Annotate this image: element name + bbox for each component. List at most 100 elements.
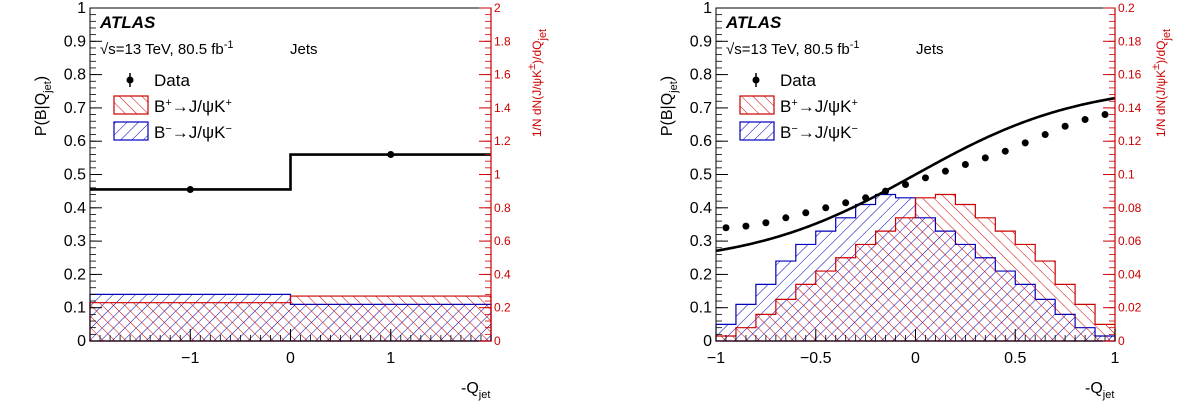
y2-tick-label: 0.04 [1118, 267, 1142, 281]
data-point [1021, 139, 1029, 147]
y-tick-label: 0.2 [690, 266, 712, 283]
data-point [882, 187, 890, 195]
fit-line [715, 96, 1116, 253]
y2-tick-label: 0 [1118, 334, 1125, 348]
data-point [802, 209, 810, 217]
y2-tick-label: 0.2 [1118, 1, 1135, 15]
x-tick-label: 1 [386, 350, 395, 367]
y-tick-label: 0.9 [64, 33, 86, 50]
left-y-ticks: 0 0.1 0.2 0.3 0.4 0.5 0.6 0.7 0.8 0.9 1 [690, 0, 728, 350]
legend-bminus-swatch [113, 121, 149, 141]
y2-tick-label: 1 [494, 168, 501, 182]
x-tick-label: −1 [707, 350, 725, 367]
y-tick-label: 0 [703, 333, 712, 350]
x-tick-label: 0 [286, 350, 295, 367]
data-point [862, 194, 870, 202]
y-tick-label: 0.5 [690, 167, 712, 184]
right-panel: 0 0.1 0.2 0.3 0.4 0.5 0.6 0.7 0.8 0.9 1 0 0.02 0.04 0.… [659, 0, 1173, 401]
y-tick-label: 0 [77, 333, 86, 350]
legend-data-marker [752, 76, 760, 84]
x-axis-label: -Qjet [461, 380, 490, 401]
data-point [902, 180, 910, 188]
y-tick-label: 0.1 [690, 300, 712, 317]
legend-bplus-swatch [113, 95, 149, 115]
legend-bminus-swatch [739, 121, 775, 141]
energy-label: √s=13 TeV, 80.5 fb-1 [726, 39, 860, 58]
data-point [961, 161, 969, 169]
energy-label: √s=13 TeV, 80.5 fb-1 [100, 39, 234, 58]
y-tick-label: 0.6 [690, 133, 712, 150]
y2-tick-label: 0 [494, 334, 501, 348]
legend: Data B+→J/ψK+ B−→J/ψK− [739, 71, 858, 142]
y-tick-label: 0.4 [690, 200, 712, 217]
fit-line [90, 153, 491, 191]
y2-tick-label: 0.4 [494, 267, 511, 281]
y2-tick-label: 1.8 [494, 34, 511, 48]
y-tick-label: 0.7 [690, 100, 712, 117]
y-tick-label: 0.6 [64, 133, 86, 150]
data-point [722, 224, 730, 232]
data-point [842, 199, 850, 207]
legend-bplus-label: B+→J/ψK+ [154, 97, 232, 116]
data-point [1001, 147, 1009, 155]
data-point [981, 154, 989, 162]
data-points [186, 151, 395, 193]
x-ticks: −1 0 1 [89, 329, 492, 367]
data-point [1041, 131, 1049, 139]
y2-axis-label: 1/N dN(J/ψK±)/dQjet [526, 29, 549, 137]
category-label: Jets [290, 41, 318, 58]
right-y-ticks: 0 0.02 0.04 0.06 0.08 0.1 0.12 0.14 0.16 0.18 0.2 [1103, 1, 1142, 348]
y2-tick-label: 0.18 [1118, 34, 1142, 48]
y-tick-label: 0.3 [690, 233, 712, 250]
x-tick-label: −1 [181, 350, 199, 367]
y-tick-label: 1 [703, 0, 712, 17]
x-ticks: −1 −0.5 0 0.5 1 [707, 329, 1120, 367]
data-point [1101, 111, 1109, 119]
data-point [186, 185, 194, 193]
histograms [715, 193, 1116, 342]
y2-tick-label: 0.6 [494, 234, 511, 248]
y2-tick-label: 1.6 [494, 68, 511, 82]
data-point [1081, 116, 1089, 124]
y2-tick-label: 2 [494, 1, 501, 15]
y-tick-label: 0.7 [64, 100, 86, 117]
data-point [742, 222, 750, 230]
left-panel: 00.10.20.30.40.50.60.70.80.9100.20.40.60… [33, 0, 549, 401]
x-tick-label: 0 [911, 350, 920, 367]
y2-tick-label: 0.08 [1118, 201, 1142, 215]
atlas-label: ATLAS [725, 13, 782, 32]
legend-bminus-label: B−→J/ψK− [154, 123, 232, 142]
x-tick-label: 0.5 [1004, 350, 1026, 367]
data-point [822, 204, 830, 212]
legend-data-marker [126, 76, 134, 84]
y-tick-label: 1 [77, 0, 86, 17]
legend: Data B+→J/ψK+ B−→J/ψK− [113, 71, 232, 142]
data-point [941, 167, 949, 175]
atlas-label: ATLAS [99, 13, 156, 32]
y2-tick-label: 0.1 [1118, 168, 1135, 182]
y2-tick-label: 1.4 [494, 101, 511, 115]
y2-tick-label: 0.2 [494, 301, 511, 315]
x-tick-label: 1 [1111, 350, 1120, 367]
y2-tick-label: 0.14 [1118, 101, 1142, 115]
category-label: Jets [916, 41, 944, 58]
y-tick-label: 0.1 [64, 300, 86, 317]
y-tick-label: 0.2 [64, 266, 86, 283]
x-tick-label: −0.5 [800, 350, 832, 367]
legend-bminus-label: B−→J/ψK− [780, 123, 858, 142]
data-point [782, 214, 790, 222]
data-point [387, 151, 395, 159]
y-axis-label: P(B|Qjet) [659, 76, 680, 136]
y-tick-label: 0.3 [64, 233, 86, 250]
data-point [921, 174, 929, 182]
legend-data-label: Data [780, 71, 816, 90]
right-y-ticks: 0 0.2 0.4 0.6 0.8 1 1.2 1.4 1.6 1.8 2 [479, 1, 511, 348]
y-tick-label: 0.8 [64, 67, 86, 84]
data-point [762, 219, 770, 227]
legend-bplus-label: B+→J/ψK+ [780, 97, 858, 116]
legend-data-label: Data [154, 71, 190, 90]
y2-tick-label: 0.06 [1118, 234, 1142, 248]
y2-tick-label: 0.8 [494, 201, 511, 215]
